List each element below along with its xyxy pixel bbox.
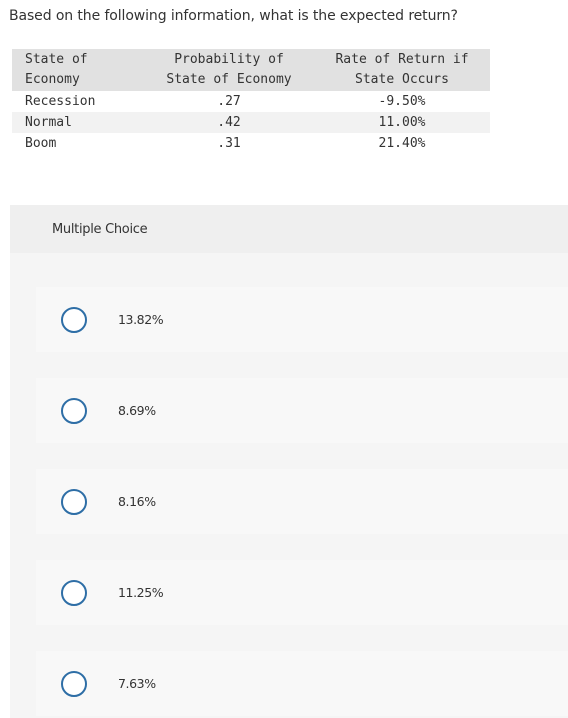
- answer-option[interactable]: 8.16%: [36, 469, 568, 534]
- cell-probability: .42: [144, 112, 314, 133]
- cell-state: Boom: [25, 136, 57, 151]
- column-header-line: Economy: [25, 72, 80, 87]
- answer-option-label: 8.69%: [118, 403, 156, 418]
- radio-button[interactable]: [61, 398, 87, 424]
- answer-option-label: 7.63%: [118, 676, 156, 691]
- multiple-choice-header: Multiple Choice: [10, 205, 568, 253]
- table-row: Recession .27 -9.50%: [12, 91, 490, 112]
- radio-button[interactable]: [61, 671, 87, 697]
- answer-option-label: 8.16%: [118, 494, 156, 509]
- column-header-state: State of Economy: [12, 49, 144, 91]
- radio-button[interactable]: [61, 489, 87, 515]
- cell-probability: .27: [217, 94, 241, 109]
- answer-option-label: 11.25%: [118, 585, 164, 600]
- column-header-line: Probability of: [174, 52, 284, 67]
- cell-return: 11.00%: [314, 112, 490, 133]
- cell-probability: .31: [217, 136, 241, 151]
- answer-option[interactable]: 8.69%: [36, 378, 568, 443]
- column-header-return: Rate of Return if State Occurs: [314, 49, 490, 91]
- answer-option-label: 13.82%: [118, 312, 164, 327]
- column-header-line: State Occurs: [355, 72, 449, 87]
- cell-return: -9.50%: [378, 94, 426, 109]
- table-row: Boom .31 21.40%: [12, 133, 490, 154]
- multiple-choice-panel: Multiple Choice 13.82% 8.69% 8.16% 11.25…: [10, 205, 568, 718]
- column-header-line: State of Economy: [166, 72, 292, 87]
- radio-button[interactable]: [61, 580, 87, 606]
- question-text: Based on the following information, what…: [9, 8, 458, 24]
- answer-option[interactable]: 13.82%: [36, 287, 568, 352]
- multiple-choice-title: Multiple Choice: [52, 222, 148, 237]
- column-header-line: Rate of Return if: [335, 52, 469, 67]
- data-table: State of Economy Probability of State of…: [12, 49, 490, 154]
- table-header-row: State of Economy Probability of State of…: [12, 49, 490, 91]
- cell-state: Normal: [12, 112, 144, 133]
- cell-state: Recession: [25, 94, 96, 109]
- answer-option[interactable]: 11.25%: [36, 560, 568, 625]
- column-header-line: State of: [25, 52, 88, 67]
- cell-return: 21.40%: [378, 136, 426, 151]
- column-header-probability: Probability of State of Economy: [144, 49, 314, 91]
- table-row: Normal .42 11.00%: [12, 112, 490, 133]
- radio-button[interactable]: [61, 307, 87, 333]
- answer-option[interactable]: 7.63%: [36, 651, 568, 716]
